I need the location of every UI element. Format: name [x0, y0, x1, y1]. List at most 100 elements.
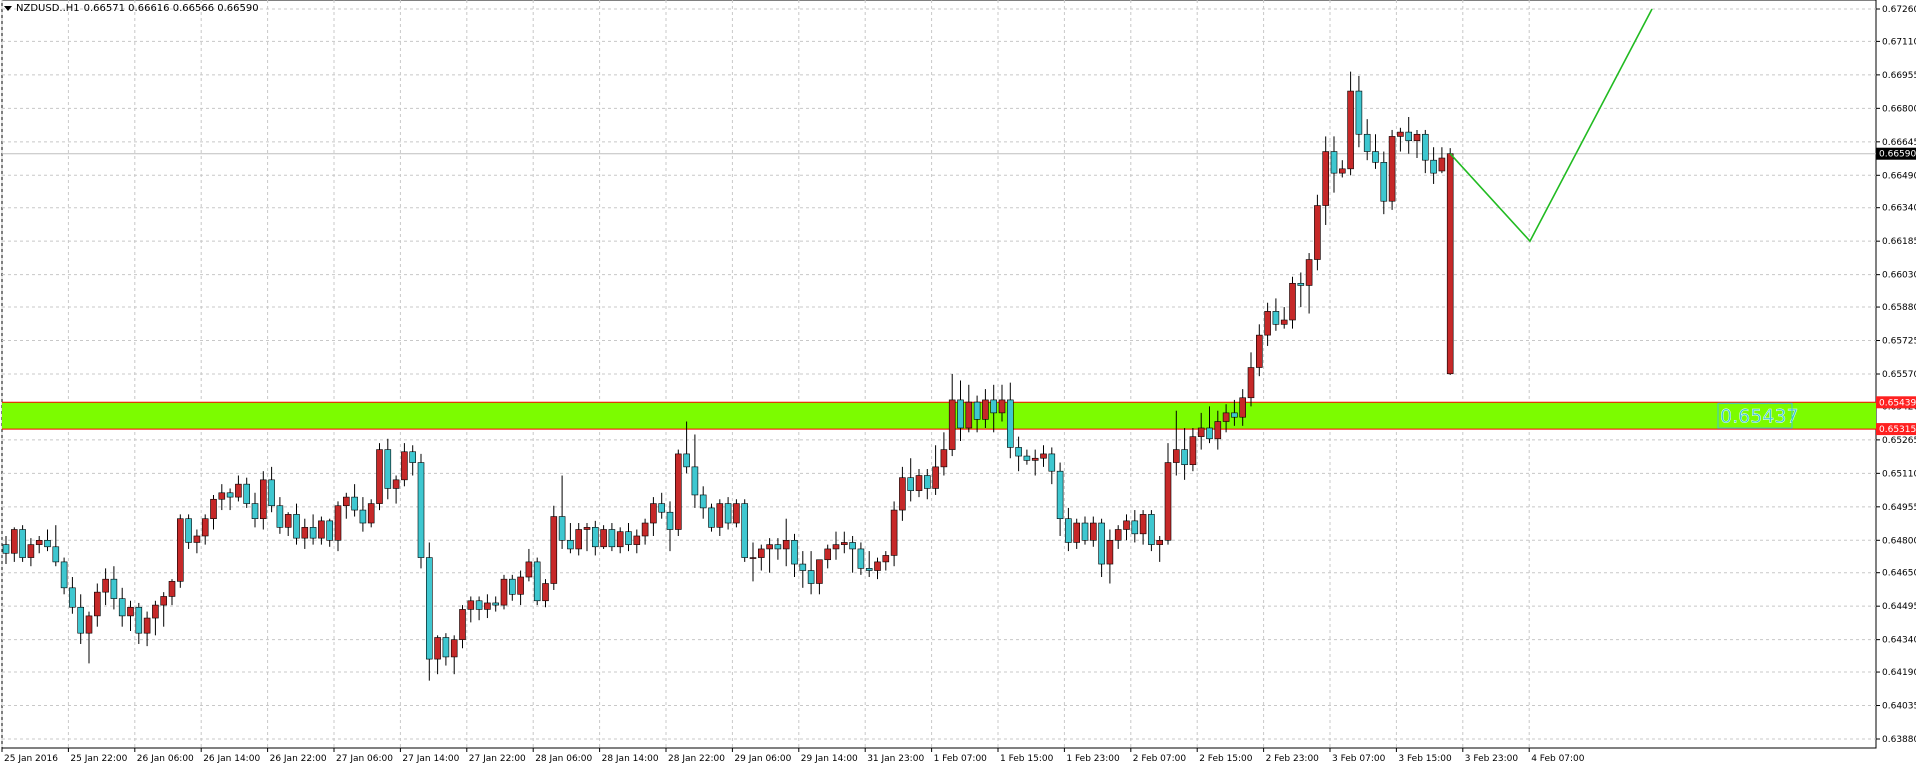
- candle: [60, 557, 68, 595]
- x-tick-label: 3 Feb 23:00: [1465, 754, 1519, 764]
- candle: [326, 518, 334, 547]
- candle-body: [1181, 449, 1188, 466]
- candle: [807, 551, 815, 595]
- candle: [1388, 129, 1396, 210]
- candle-body: [434, 637, 441, 660]
- candle-body: [683, 453, 690, 468]
- candle-body: [301, 527, 309, 539]
- zone-top-badge-bg: [1876, 396, 1916, 409]
- candle: [376, 443, 383, 511]
- candle-body: [508, 578, 516, 595]
- candle-body: [1214, 421, 1222, 440]
- candle-body: [1222, 412, 1230, 422]
- candle: [865, 551, 873, 578]
- candle: [492, 596, 500, 612]
- y-tick-label: 0.65880: [1882, 303, 1916, 313]
- symbol-label: NZDUSD..H1: [16, 3, 80, 14]
- candle-body: [401, 451, 408, 481]
- candle: [708, 503, 715, 532]
- candle: [1073, 518, 1080, 549]
- candle: [583, 523, 591, 552]
- y-tick-label: 0.65265: [1882, 436, 1916, 446]
- candle-body: [857, 548, 865, 569]
- candle: [849, 535, 856, 573]
- candle-body: [1173, 449, 1180, 463]
- candle-body: [1280, 319, 1288, 325]
- candle-body: [807, 570, 815, 584]
- candle: [2, 535, 10, 565]
- candle-body: [450, 639, 458, 658]
- candle-body: [832, 544, 840, 550]
- candle: [1148, 510, 1155, 552]
- candle-body: [500, 578, 508, 606]
- candle-body: [1289, 282, 1296, 321]
- candle-body: [417, 462, 425, 558]
- zone-top-badge-text: 0.65439: [1879, 398, 1916, 408]
- candle: [1040, 445, 1047, 467]
- candle: [35, 535, 43, 554]
- candle-body: [923, 475, 931, 489]
- candle: [1181, 427, 1188, 480]
- x-tick-label: 28 Jan 06:00: [535, 754, 592, 764]
- candle-body: [77, 606, 84, 634]
- candle: [1139, 510, 1147, 545]
- candle-body: [1189, 436, 1197, 466]
- candle: [1156, 535, 1163, 562]
- candle-body: [102, 578, 109, 593]
- candle-body: [334, 505, 342, 541]
- candle-body: [1330, 151, 1338, 174]
- candle: [334, 501, 342, 552]
- candle-body: [1247, 367, 1255, 399]
- candle: [591, 520, 599, 556]
- candle: [699, 486, 707, 519]
- candle: [1413, 129, 1421, 159]
- candle: [973, 395, 981, 433]
- forecast-path: [1449, 8, 1653, 243]
- candle-body: [600, 529, 607, 548]
- candle: [27, 538, 35, 567]
- y-tick-label: 0.64035: [1882, 702, 1916, 712]
- candle-body: [135, 606, 143, 634]
- candle-body: [268, 479, 275, 507]
- candle-body: [19, 529, 26, 558]
- x-tick-label: 2 Feb 15:00: [1199, 754, 1253, 764]
- candle: [1098, 518, 1105, 578]
- candle-body: [774, 544, 782, 550]
- candle: [674, 449, 682, 536]
- x-tick-label: 29 Jan 14:00: [801, 754, 858, 764]
- candle: [542, 579, 549, 608]
- y-tick-label: 0.65725: [1882, 337, 1916, 347]
- x-tick-label: 31 Jan 23:00: [867, 754, 924, 764]
- candle: [575, 523, 583, 556]
- candle-body: [907, 477, 915, 491]
- candle: [948, 374, 956, 457]
- zone-bottom-badge-bg: [1876, 423, 1916, 436]
- candle: [1222, 404, 1230, 433]
- candle: [367, 499, 375, 528]
- price-axis: 0.67260 0.67110 0.66955 0.66800 0.66645 0.664…: [1876, 5, 1916, 745]
- candle-body: [1015, 447, 1022, 457]
- candle: [143, 611, 151, 647]
- candle-body: [1297, 282, 1305, 286]
- candle-body: [708, 507, 715, 528]
- candle: [218, 484, 226, 511]
- y-tick-label: 0.66490: [1882, 171, 1916, 181]
- candle-body: [741, 503, 749, 558]
- candle-body: [1131, 520, 1139, 535]
- candle: [392, 475, 400, 504]
- candle-body: [1413, 133, 1421, 142]
- ohlc-readout: 0.66571 0.66616 0.66566 0.66590: [83, 3, 259, 14]
- candle-body: [359, 509, 367, 524]
- dropdown-triangle-icon[interactable]: [4, 6, 12, 11]
- candle-body: [724, 503, 732, 524]
- grid: [1, 0, 1877, 749]
- candle: [1106, 529, 1114, 584]
- candle-body: [1380, 162, 1388, 202]
- candle-body: [425, 557, 433, 660]
- candle-body: [1339, 168, 1346, 174]
- candle-body: [177, 518, 184, 582]
- candle: [85, 611, 93, 664]
- candle-body: [633, 535, 641, 545]
- candle-body: [1438, 157, 1446, 172]
